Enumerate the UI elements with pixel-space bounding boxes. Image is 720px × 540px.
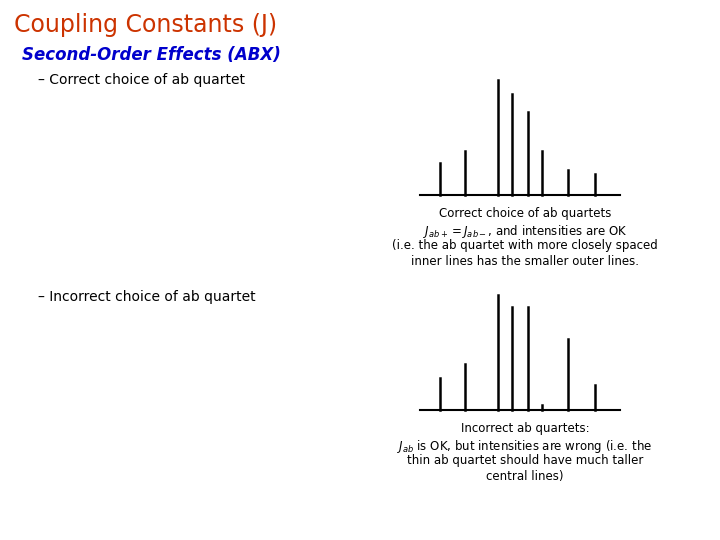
Text: – Correct choice of ab quartet: – Correct choice of ab quartet xyxy=(38,73,245,87)
Text: central lines): central lines) xyxy=(486,470,564,483)
Text: Incorrect ab quartets:: Incorrect ab quartets: xyxy=(461,422,589,435)
Text: inner lines has the smaller outer lines.: inner lines has the smaller outer lines. xyxy=(411,255,639,268)
Text: – Incorrect choice of ab quartet: – Incorrect choice of ab quartet xyxy=(38,290,256,304)
Text: thin ab quartet should have much taller: thin ab quartet should have much taller xyxy=(407,454,643,467)
Text: Coupling Constants (J): Coupling Constants (J) xyxy=(14,13,277,37)
Text: (i.e. the ab quartet with more closely spaced: (i.e. the ab quartet with more closely s… xyxy=(392,239,658,252)
Text: $J_{ab+} = J_{ab-}$, and intensities are OK: $J_{ab+} = J_{ab-}$, and intensities are… xyxy=(423,223,627,240)
Text: Second-Order Effects (ABX): Second-Order Effects (ABX) xyxy=(22,46,281,64)
Text: $J_{ab}$ is OK, but intensities are wrong (i.e. the: $J_{ab}$ is OK, but intensities are wron… xyxy=(397,438,652,455)
Text: Correct choice of ab quartets: Correct choice of ab quartets xyxy=(438,207,611,220)
